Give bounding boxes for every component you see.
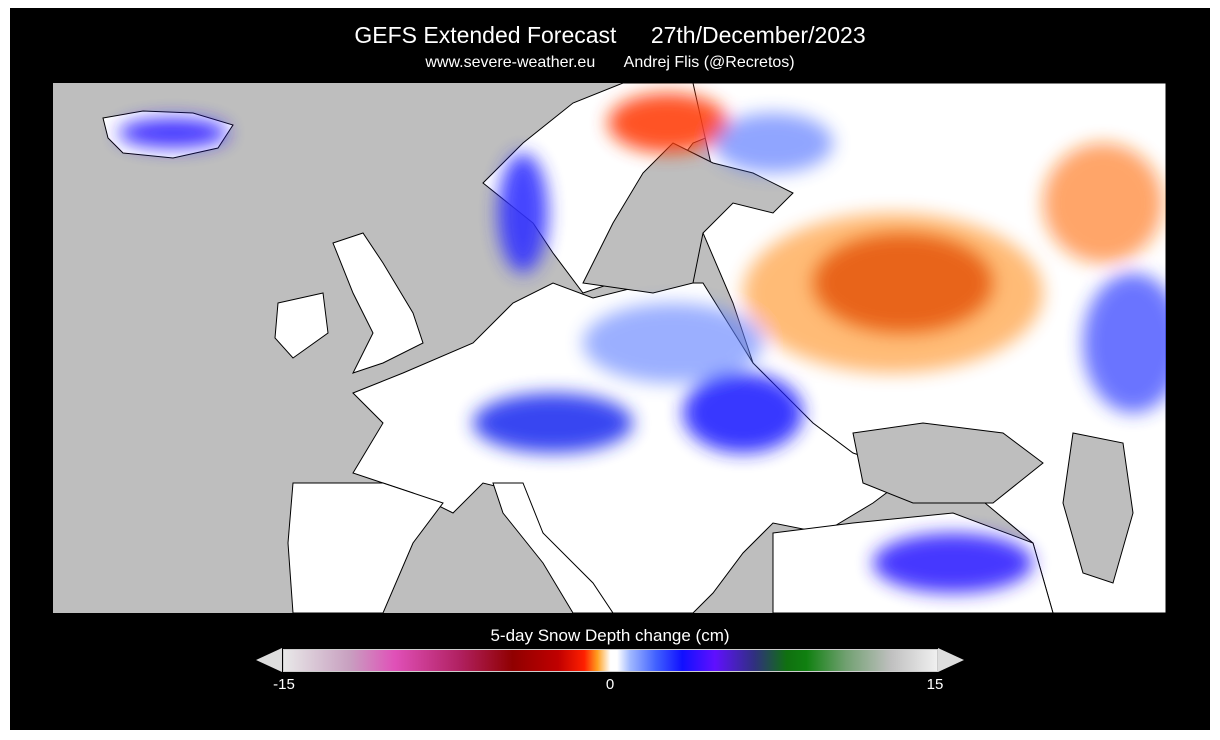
- increase-central: [583, 303, 763, 383]
- snow-change-field: [118, 93, 1166, 593]
- title-text: GEFS Extended Forecast: [354, 22, 617, 48]
- decrease-urals: [1043, 143, 1163, 263]
- colorbar-tick-max: 15: [926, 676, 944, 693]
- colorbar-label: 5-day Snow Depth change (cm): [490, 626, 730, 645]
- land-uk: [332, 232, 424, 374]
- increase-finland: [713, 113, 833, 173]
- baltic-sea: [582, 142, 794, 294]
- website-text: www.severe-weather.eu: [425, 54, 596, 71]
- colorbar-tick-mid: 0: [605, 676, 615, 693]
- colorbar-tick-min: -15: [273, 676, 295, 693]
- author-text: Andrej Flis (@Recretos): [623, 54, 795, 71]
- colorbar-min-arrow: [256, 648, 282, 672]
- land-iberia: [287, 482, 444, 613]
- land-italy: [492, 482, 614, 613]
- land-ireland: [274, 292, 329, 359]
- title-date: 27th/December/2023: [650, 22, 866, 48]
- decrease-russia-outer: [743, 213, 1043, 373]
- snow-depth-map: [53, 83, 1166, 613]
- increase-turkey: [873, 533, 1033, 593]
- caspian-sea: [1062, 432, 1134, 584]
- increase-alps: [473, 393, 633, 453]
- black-sea: [852, 422, 1044, 504]
- decrease-scandinavia: [608, 93, 728, 153]
- colorbar-max-arrow: [938, 648, 964, 672]
- increase-norway: [498, 153, 548, 273]
- figure-title: GEFS Extended Forecast 27th/December/202…: [0, 22, 1220, 49]
- seas: [582, 142, 1134, 584]
- figure-subtitle: www.severe-weather.eu Andrej Flis (@Recr…: [0, 54, 1220, 72]
- increase-east: [1083, 273, 1166, 413]
- colorbar: [283, 649, 938, 672]
- increase-carpathians: [683, 373, 803, 453]
- increase-iceland: [118, 118, 228, 148]
